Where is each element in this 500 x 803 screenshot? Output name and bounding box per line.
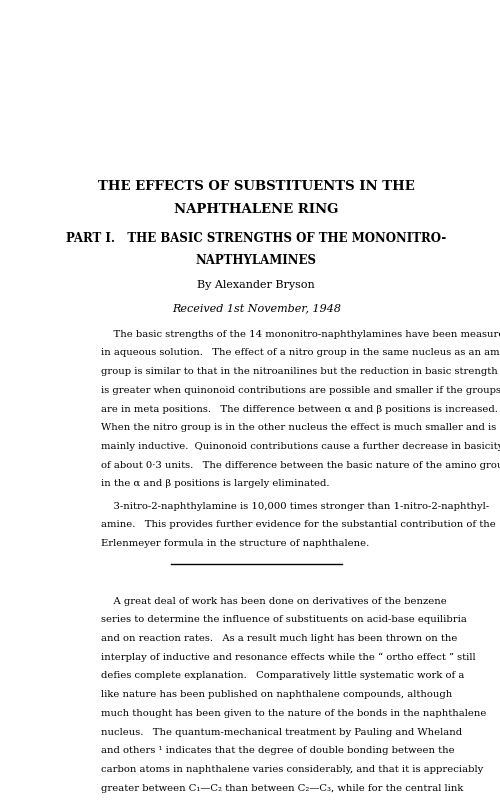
Text: The basic strengths of the 14 mononitro-naphthylamines have been measured: The basic strengths of the 14 mononitro-… (101, 329, 500, 338)
Text: and on reaction rates.   As a result much light has been thrown on the: and on reaction rates. As a result much … (101, 634, 458, 642)
Text: amine.   This provides further evidence for the substantial contribution of the: amine. This provides further evidence fo… (101, 520, 496, 529)
Text: is greater when quinonoid contributions are possible and smaller if the groups: is greater when quinonoid contributions … (101, 385, 500, 394)
Text: Erlenmeyer formula in the structure of naphthalene.: Erlenmeyer formula in the structure of n… (101, 539, 369, 548)
Text: Received 1st November, 1948: Received 1st November, 1948 (172, 303, 341, 313)
Text: nucleus.   The quantum-mechanical treatment by Pauling and Wheland: nucleus. The quantum-mechanical treatmen… (101, 727, 463, 736)
Text: series to determine the influence of substituents on acid-base equilibria: series to determine the influence of sub… (101, 614, 467, 623)
Text: much thought has been given to the nature of the bonds in the naphthalene: much thought has been given to the natur… (101, 708, 486, 717)
Text: A great deal of work has been done on derivatives of the benzene: A great deal of work has been done on de… (101, 596, 447, 605)
Text: defies complete explanation.   Comparatively little systematic work of a: defies complete explanation. Comparative… (101, 671, 465, 679)
Text: mainly inductive.  Quinonoid contributions cause a further decrease in basicity: mainly inductive. Quinonoid contribution… (101, 442, 500, 450)
Text: By Alexander Bryson: By Alexander Bryson (198, 280, 315, 290)
Text: and others ¹ indicates that the degree of double bonding between the: and others ¹ indicates that the degree o… (101, 745, 455, 754)
Text: PART I.   THE BASIC STRENGTHS OF THE MONONITRO-: PART I. THE BASIC STRENGTHS OF THE MONON… (66, 232, 446, 245)
Text: greater between C₁—C₂ than between C₂—C₃, while for the central link: greater between C₁—C₂ than between C₂—C₃… (101, 783, 464, 792)
Text: C₉—C₁₀, the amount should be intermediate in value.   These conclusions: C₉—C₁₀, the amount should be intermediat… (101, 801, 472, 803)
Text: THE EFFECTS OF SUBSTITUENTS IN THE: THE EFFECTS OF SUBSTITUENTS IN THE (98, 180, 414, 193)
Text: in the α and β positions is largely eliminated.: in the α and β positions is largely elim… (101, 479, 330, 488)
Text: in aqueous solution.   The effect of a nitro group in the same nucleus as an ami: in aqueous solution. The effect of a nit… (101, 348, 500, 357)
Text: of about 0·3 units.   The difference between the basic nature of the amino group: of about 0·3 units. The difference betwe… (101, 460, 500, 469)
Text: group is similar to that in the nitroanilines but the reduction in basic strengt: group is similar to that in the nitroani… (101, 367, 498, 376)
Text: 3-nitro-2-naphthylamine is 10,000 times stronger than 1-nitro-2-naphthyl-: 3-nitro-2-naphthylamine is 10,000 times … (101, 501, 489, 510)
Text: carbon atoms in naphthalene varies considerably, and that it is appreciably: carbon atoms in naphthalene varies consi… (101, 764, 483, 773)
Text: NAPHTHALENE RING: NAPHTHALENE RING (174, 202, 338, 216)
Text: are in meta positions.   The difference between α and β positions is increased.: are in meta positions. The difference be… (101, 404, 498, 413)
Text: like nature has been published on naphthalene compounds, although: like nature has been published on naphth… (101, 689, 453, 699)
Text: interplay of inductive and resonance effects while the “ ortho effect ” still: interplay of inductive and resonance eff… (101, 652, 476, 661)
Text: NAPTHYLAMINES: NAPTHYLAMINES (196, 254, 317, 267)
Text: When the nitro group is in the other nucleus the effect is much smaller and is: When the nitro group is in the other nuc… (101, 423, 496, 432)
